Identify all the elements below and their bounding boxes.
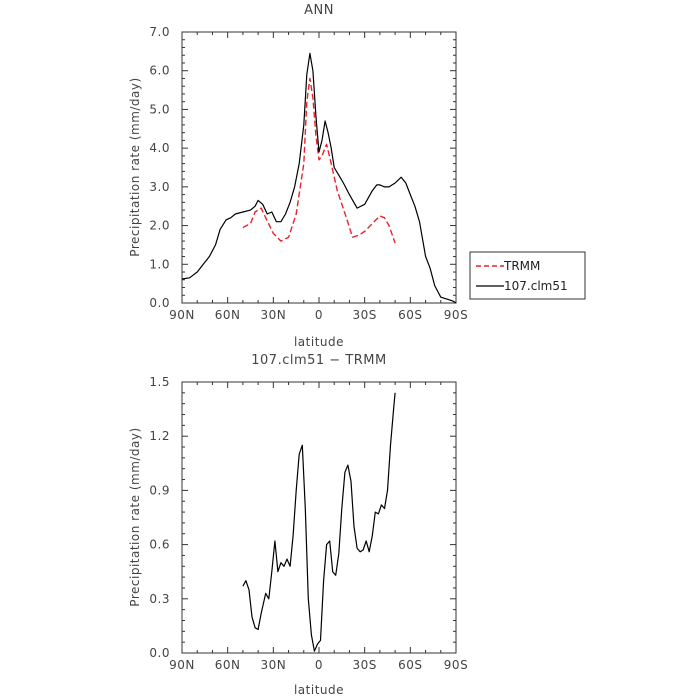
- legend-box: [469, 251, 586, 300]
- x-tick-label: 90S: [444, 658, 468, 672]
- chart-top-series: [181, 52, 457, 304]
- x-tick-label: 0: [315, 658, 323, 672]
- x-tick-label: 30S: [352, 658, 376, 672]
- x-tick-label: 30N: [260, 658, 286, 672]
- x-tick-label: 60N: [215, 308, 241, 322]
- chart-top: ANN 90N 60N 30N 0 30S 60S 90S 0.0 1.0 2.0 3.0 4.0 5…: [128, 3, 468, 349]
- chart-bottom-frame: [181, 381, 457, 654]
- series-line-107-clm51: [181, 52, 457, 304]
- x-tick-label: 60N: [215, 658, 241, 672]
- chart-top-xlabel: latitude: [294, 335, 344, 349]
- chart-bottom-title: 107.clm51 − TRMM: [251, 353, 386, 368]
- chart-top-ticks: [181, 31, 457, 304]
- chart-top-y-tick-labels: 0.0 1.0 2.0 3.0 4.0 5.0 6.0 7.0: [149, 25, 170, 310]
- x-tick-label: 90N: [169, 658, 195, 672]
- x-tick-label: 60S: [398, 308, 422, 322]
- chart-top-frame: [181, 31, 457, 304]
- y-tick-label: 1.2: [149, 429, 170, 443]
- y-tick-label: 1.5: [149, 375, 170, 389]
- chart-top-x-tick-labels: 90N 60N 30N 0 30S 60S 90S: [169, 308, 468, 322]
- chart-bottom-series: [242, 392, 396, 652]
- legend-model-label: 107.clm51: [504, 279, 568, 293]
- chart-bottom-ticks: [181, 381, 457, 654]
- y-tick-label: 0.6: [149, 538, 170, 552]
- y-tick-label: 5.0: [149, 102, 170, 116]
- y-tick-label: 0.0: [149, 646, 170, 660]
- chart-bottom-y-tick-labels: 0.0 0.3 0.6 0.9 1.2 1.5: [149, 375, 170, 660]
- x-tick-label: 90N: [169, 308, 195, 322]
- x-tick-label: 30S: [352, 308, 376, 322]
- chart-bottom: 107.clm51 − TRMM 90N 60N 30N 0 30S 60S 90S 0.0…: [128, 353, 468, 697]
- chart-top-title: ANN: [304, 3, 334, 18]
- y-tick-label: 0.3: [149, 592, 170, 606]
- legend-trmm-label: TRMM: [503, 259, 540, 273]
- x-tick-label: 30N: [260, 308, 286, 322]
- y-tick-label: 3.0: [149, 180, 170, 194]
- chart-top-legend: TRMM 107.clm51: [469, 251, 586, 300]
- y-tick-label: 0.9: [149, 483, 170, 497]
- series-line-trmm: [242, 77, 396, 244]
- y-tick-label: 4.0: [149, 141, 170, 155]
- chart-bottom-ylabel: Precipitation rate (mm/day): [128, 427, 142, 606]
- x-tick-label: 60S: [398, 658, 422, 672]
- y-tick-label: 2.0: [149, 219, 170, 233]
- chart-bottom-x-tick-labels: 90N 60N 30N 0 30S 60S 90S: [169, 658, 468, 672]
- y-tick-label: 0.0: [149, 296, 170, 310]
- y-tick-label: 6.0: [149, 64, 170, 78]
- chart-top-ylabel: Precipitation rate (mm/day): [128, 77, 142, 256]
- chart-bottom-xlabel: latitude: [294, 683, 344, 697]
- x-tick-label: 0: [315, 308, 323, 322]
- series-line-diff-0: [242, 392, 396, 652]
- y-tick-label: 7.0: [149, 25, 170, 39]
- x-tick-label: 90S: [444, 308, 468, 322]
- y-tick-label: 1.0: [149, 257, 170, 271]
